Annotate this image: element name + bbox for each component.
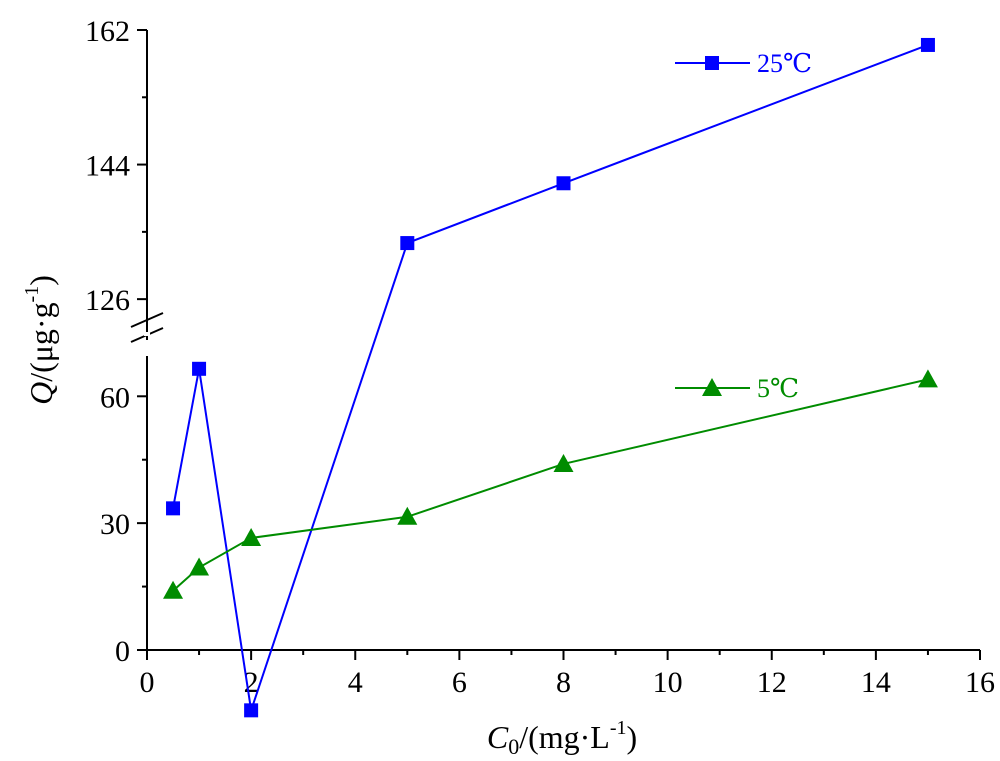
- series-line: [172, 44, 929, 711]
- data-point: [553, 453, 574, 472]
- x-tick-label: 4: [348, 666, 363, 699]
- axis-break-gap: [144, 332, 150, 336]
- x-tick-label: 0: [140, 666, 155, 699]
- data-point: [397, 506, 418, 525]
- series-2: [163, 369, 938, 599]
- x-tick-label: 16: [965, 666, 995, 699]
- data-point: [920, 37, 935, 52]
- data-point: [163, 580, 184, 599]
- legend-label: 25℃: [757, 49, 812, 78]
- y-tick-label: 162: [85, 15, 130, 48]
- data-point: [189, 557, 210, 576]
- x-ticks: 0 2 4 6 8 10 12 14 16: [140, 650, 995, 699]
- x-tick-label: 10: [653, 666, 683, 699]
- axis-break-mark: [130, 312, 164, 328]
- x-axis-title: C0/(mg·L-1): [487, 717, 637, 759]
- legend-marker: [702, 378, 722, 396]
- series-layer: [163, 37, 938, 718]
- data-point: [241, 527, 262, 546]
- y-tick-label: 144: [85, 150, 130, 183]
- legend-label: 5℃: [757, 374, 799, 403]
- legend: 25℃ 5℃: [675, 49, 812, 403]
- series-1: [166, 37, 935, 718]
- x-tick-label: 12: [757, 666, 787, 699]
- x-tick-label: 14: [861, 666, 891, 699]
- y-tick-label: 60: [100, 381, 130, 414]
- series-line: [172, 378, 929, 592]
- data-point: [556, 176, 571, 191]
- data-point: [917, 369, 938, 388]
- data-point: [166, 501, 181, 516]
- y-tick-label: 126: [85, 284, 130, 317]
- legend-entry: 25℃: [675, 49, 812, 78]
- axes: [130, 30, 980, 651]
- legend-entry: 5℃: [675, 374, 799, 403]
- legend-marker: [705, 56, 719, 70]
- y-ticks: 0 30 60 126 144 162: [85, 15, 147, 668]
- x-tick-label: 6: [452, 666, 467, 699]
- data-point: [192, 361, 207, 376]
- y-tick-label: 0: [115, 635, 130, 668]
- data-point: [244, 703, 259, 718]
- data-point: [400, 236, 415, 251]
- y-axis-title: Q/(μg·g-1): [21, 275, 59, 405]
- y-tick-label: 30: [100, 508, 130, 541]
- x-tick-label: 8: [556, 666, 571, 699]
